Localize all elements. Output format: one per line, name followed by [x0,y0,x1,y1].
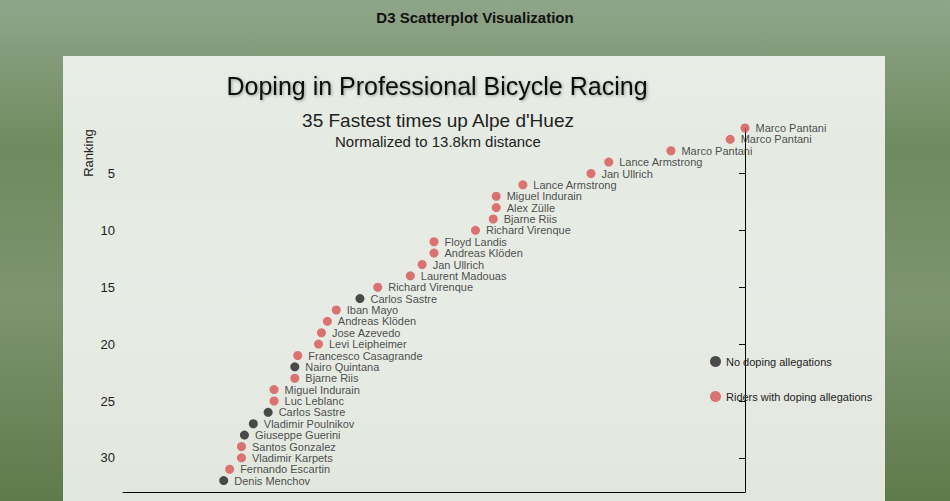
svg-text:Carlos Sastre: Carlos Sastre [279,406,346,418]
svg-text:Jan Ullrich: Jan Ullrich [601,168,652,180]
svg-text:Andreas Klöden: Andreas Klöden [445,247,523,259]
svg-text:Andreas Klöden: Andreas Klöden [338,315,416,327]
svg-text:Riders with doping allegations: Riders with doping allegations [726,391,873,403]
svg-text:Santos Gonzalez: Santos Gonzalez [252,441,336,453]
svg-text:Floyd Landis: Floyd Landis [445,236,508,248]
svg-text:25: 25 [101,394,115,409]
svg-text:Lance Armstrong: Lance Armstrong [533,179,616,191]
html-text:D3 Scatterplot Visualization: D3 Scatterplot Visualization [376,9,574,26]
svg-text:Giuseppe Guerini: Giuseppe Guerini [255,429,341,441]
svg-text:15: 15 [101,280,115,295]
svg-text:10: 10 [101,223,115,238]
svg-text:Bjarne Riis: Bjarne Riis [305,372,359,384]
svg-text:Levi Leipheimer: Levi Leipheimer [329,338,407,350]
svg-text:Laurent Madouas: Laurent Madouas [421,270,507,282]
svg-text:Vladimir Karpets: Vladimir Karpets [252,452,333,464]
svg-text:Carlos Sastre: Carlos Sastre [370,293,437,305]
svg-text:Alex Zülle: Alex Zülle [507,202,555,214]
svg-text:Marco Pantani: Marco Pantani [681,145,752,157]
svg-text:35 Fastest times up Alpe d'Hue: 35 Fastest times up Alpe d'Huez [302,110,574,131]
svg-text:30: 30 [101,450,115,465]
svg-text:Miguel Indurain: Miguel Indurain [285,384,360,396]
svg-text:20: 20 [101,337,115,352]
svg-text:Fernando Escartin: Fernando Escartin [240,463,330,475]
svg-text:Denis Menchov: Denis Menchov [234,475,310,487]
svg-text:Luc Leblanc: Luc Leblanc [285,395,345,407]
svg-text:Richard Virenque: Richard Virenque [388,281,473,293]
svg-text:No doping allegations: No doping allegations [726,356,832,368]
svg-text:5: 5 [108,166,115,181]
svg-text:Ranking: Ranking [81,129,96,177]
svg-text:Francesco Casagrande: Francesco Casagrande [308,350,422,362]
svg-text:Nairo Quintana: Nairo Quintana [305,361,380,373]
svg-text:Iban Mayo: Iban Mayo [347,304,398,316]
svg-text:Vladimir Poulnikov: Vladimir Poulnikov [264,418,355,430]
svg-text:Jose Azevedo: Jose Azevedo [332,327,401,339]
svg-text:Lance Armstrong: Lance Armstrong [619,156,702,168]
svg-text:Jan Ullrich: Jan Ullrich [433,259,484,271]
svg-text:Bjarne Riis: Bjarne Riis [504,213,558,225]
svg-text:Miguel Indurain: Miguel Indurain [507,190,582,202]
svg-text:Doping in Professional Bicycle: Doping in Professional Bicycle Racing [226,72,647,100]
svg-text:Normalized to 13.8km distance: Normalized to 13.8km distance [335,133,541,150]
svg-text:Marco Pantani: Marco Pantani [741,133,812,145]
svg-text:Richard Virenque: Richard Virenque [486,224,571,236]
svg-text:Marco Pantani: Marco Pantani [756,122,827,134]
